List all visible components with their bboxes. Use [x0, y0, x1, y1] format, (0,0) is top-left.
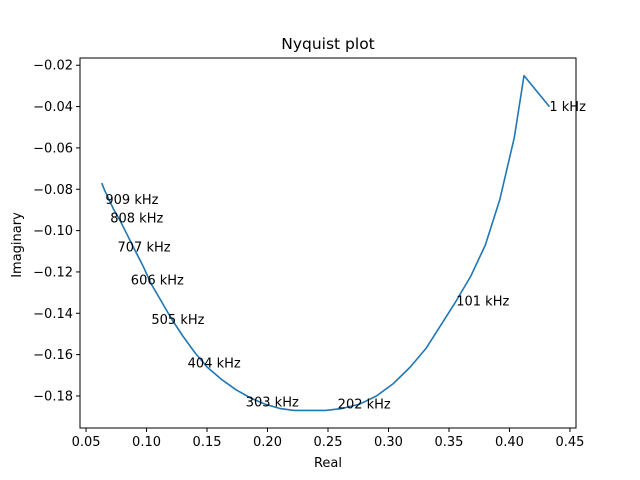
- frequency-label: 707 kHz: [118, 241, 171, 256]
- frequency-label: 202 kHz: [338, 398, 391, 413]
- x-tick-label: 0.40: [495, 435, 524, 450]
- plot-area: [101, 74, 551, 412]
- frequency-label: 101 kHz: [456, 294, 509, 309]
- x-tick-label: 0.30: [374, 435, 403, 450]
- y-axis: −0.18 −0.16 −0.14 −0.12 −0.10 −0.08 −0.06 −0.04…: [33, 59, 80, 404]
- y-tick-label: −0.06: [33, 141, 73, 156]
- x-tick-label: 0.25: [314, 435, 343, 450]
- frequency-label: 404 kHz: [188, 356, 241, 371]
- y-tick-label: −0.04: [33, 100, 73, 115]
- y-tick-label: −0.10: [33, 224, 73, 239]
- frequency-label: 505 kHz: [151, 313, 204, 328]
- y-tick-label: −0.02: [33, 59, 73, 74]
- y-tick-label: −0.08: [33, 183, 73, 198]
- x-axis-title: Real: [314, 456, 342, 471]
- frequency-label: 303 kHz: [246, 396, 299, 411]
- x-axis: 0.05 0.10 0.15 0.20 0.25 0.30 0.35 0.40 0.45: [72, 428, 584, 450]
- chart-title: Nyquist plot: [281, 35, 375, 53]
- y-tick-label: −0.14: [33, 307, 73, 322]
- x-tick-label: 0.20: [253, 435, 282, 450]
- frequency-label: 606 kHz: [131, 274, 184, 289]
- point-labels: 1 kHz 101 kHz 202 kHz 303 kHz 404 kHz 505 kHz…: [105, 100, 586, 413]
- frequency-label: 909 kHz: [105, 193, 158, 208]
- x-tick-label: 0.05: [72, 435, 101, 450]
- series-line-0: [101, 74, 551, 412]
- y-tick-label: −0.18: [33, 389, 73, 404]
- frequency-label: 1 kHz: [549, 100, 586, 115]
- plot-frame: [79, 57, 577, 429]
- y-tick-label: −0.16: [33, 348, 73, 363]
- x-tick-label: 0.35: [434, 435, 463, 450]
- x-tick-label: 0.45: [555, 435, 584, 450]
- y-tick-label: −0.12: [33, 265, 73, 280]
- x-tick-label: 0.10: [132, 435, 161, 450]
- x-tick-label: 0.15: [193, 435, 222, 450]
- frequency-label: 808 kHz: [110, 212, 163, 227]
- y-axis-title: Imaginary: [10, 212, 25, 278]
